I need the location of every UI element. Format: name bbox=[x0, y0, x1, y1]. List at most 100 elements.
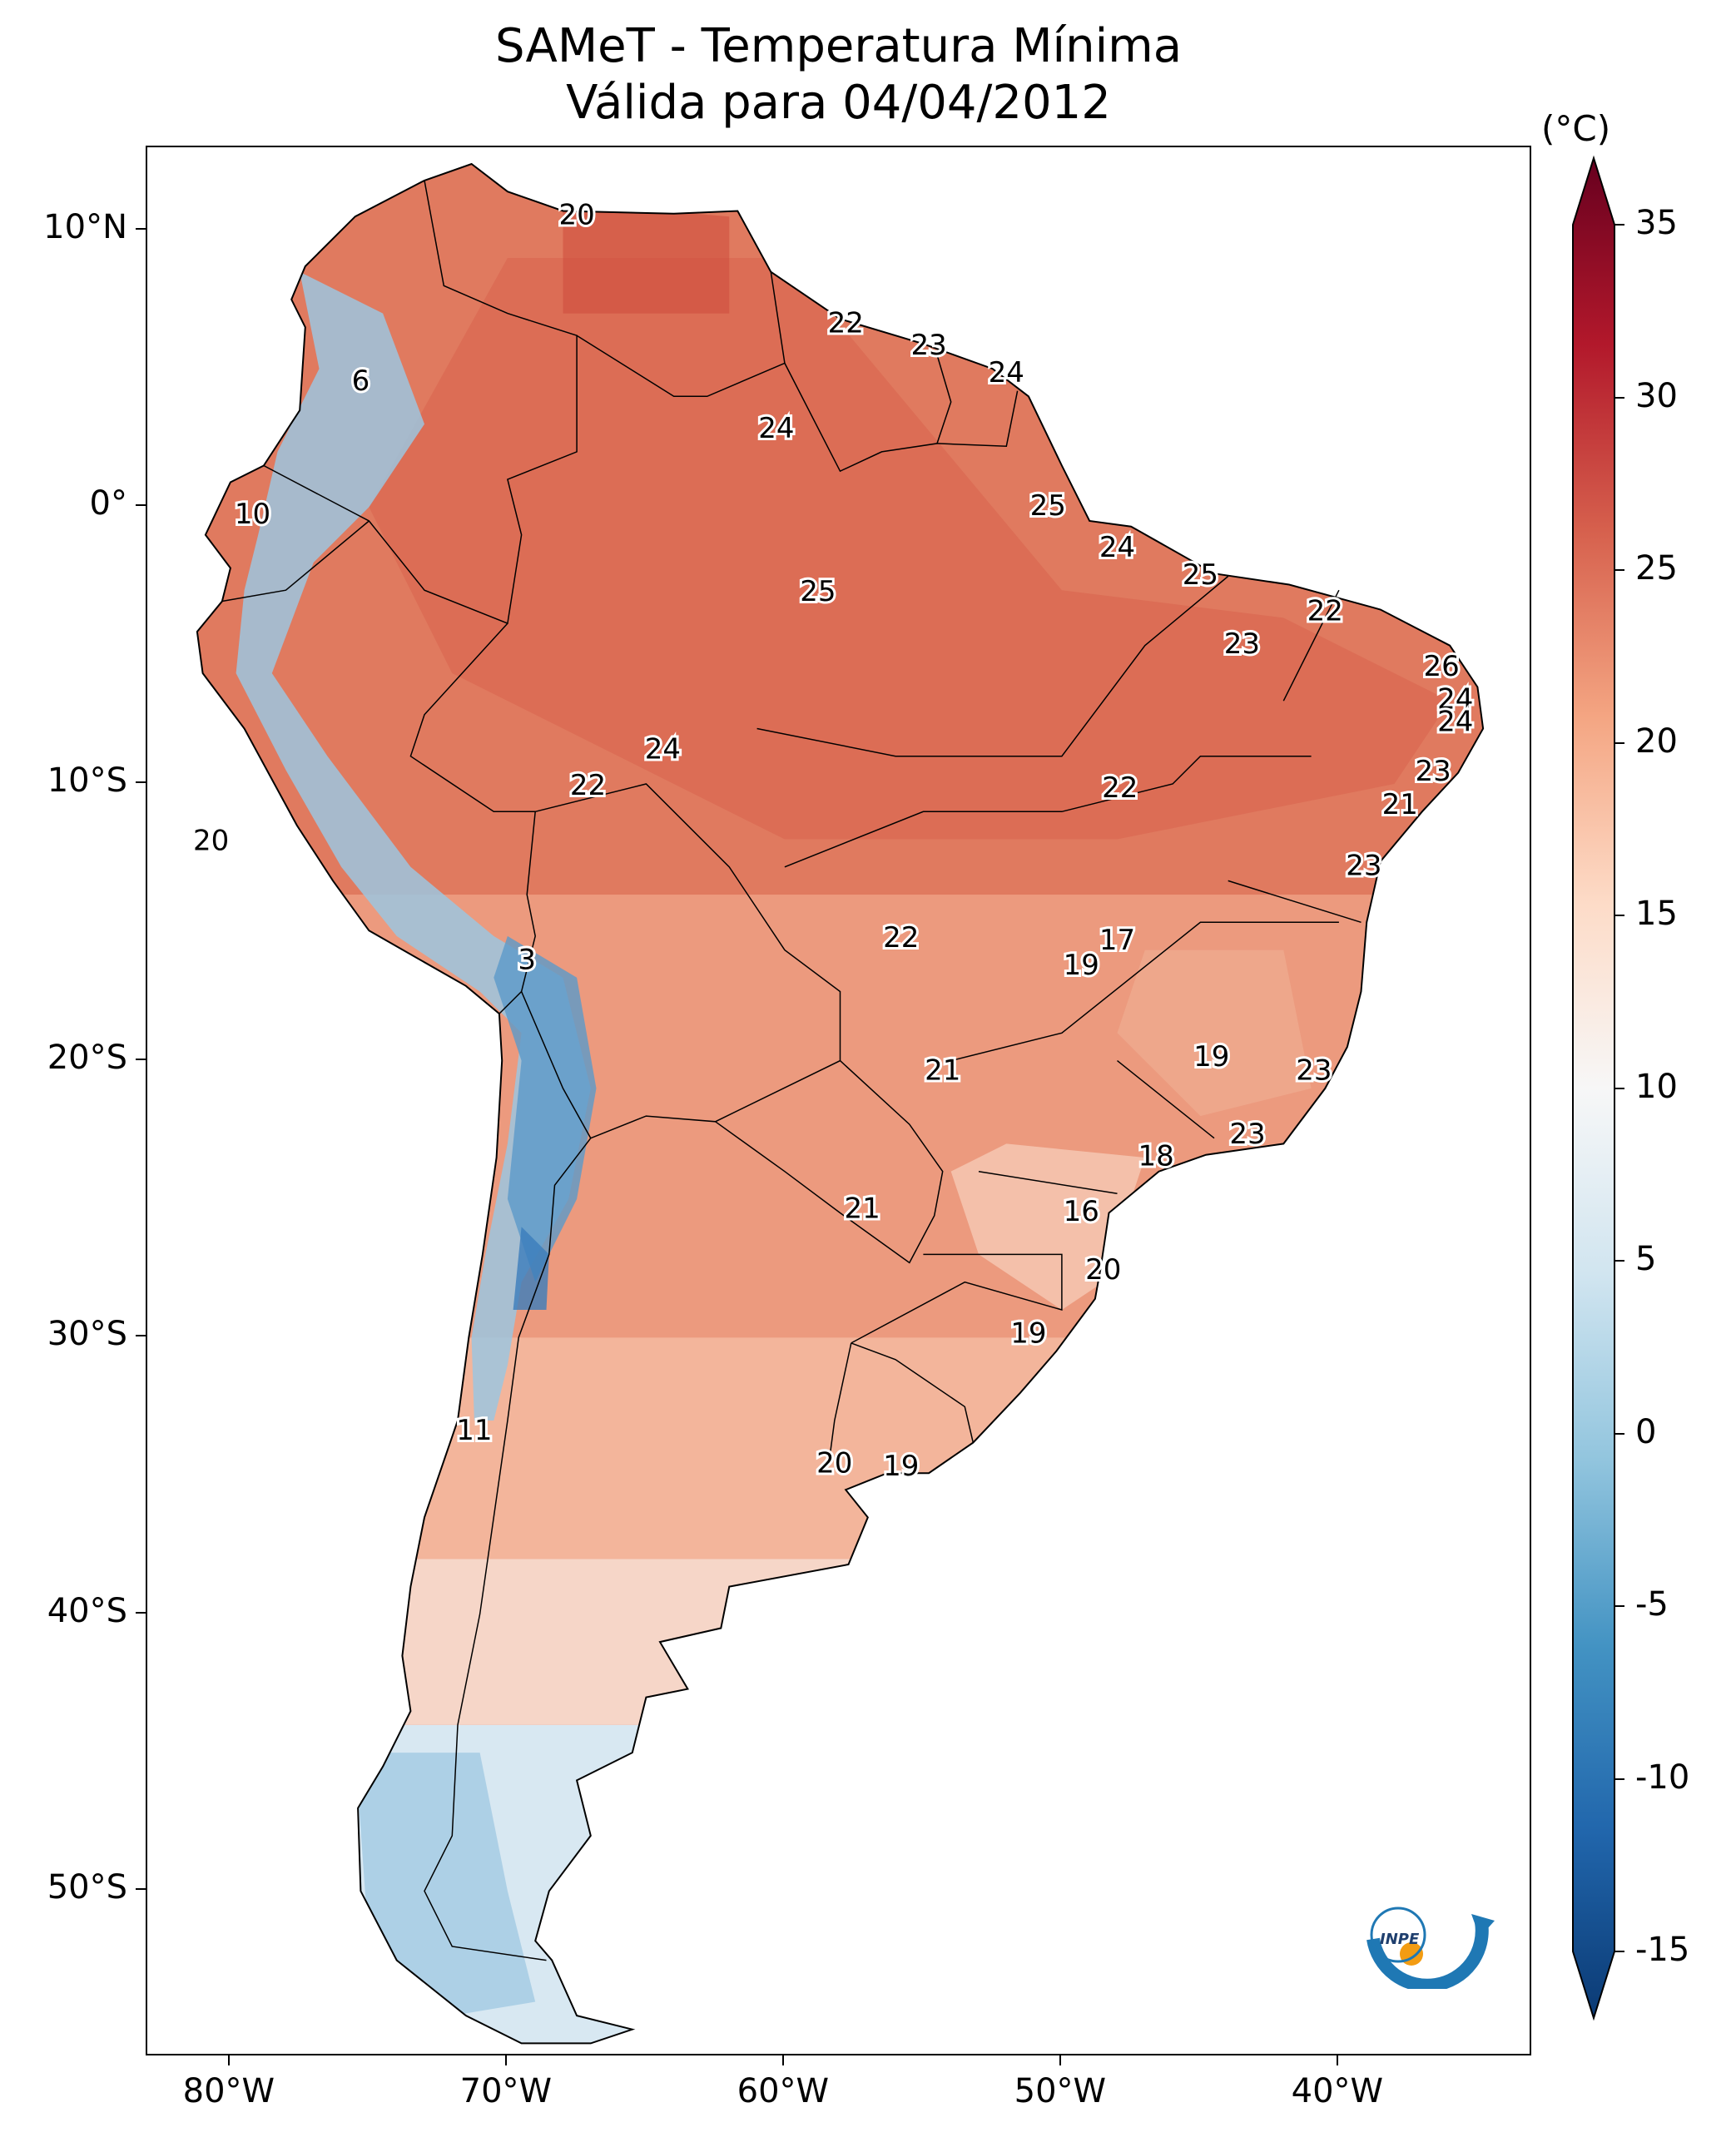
station-value-label: 19 bbox=[1193, 1040, 1229, 1074]
colorbar-tick-label: 20 bbox=[1635, 721, 1678, 761]
station-value-label: 24 bbox=[1099, 531, 1135, 564]
colorbar-unit: (°C) bbox=[1541, 108, 1611, 149]
station-value-label: 22 bbox=[1307, 594, 1343, 627]
station-value-label: 23 bbox=[1296, 1054, 1332, 1087]
lat-tick bbox=[136, 1058, 146, 1060]
border-line-16 bbox=[1117, 1060, 1215, 1139]
border-line-11 bbox=[851, 1253, 1063, 1344]
colorbar bbox=[1572, 155, 1615, 2021]
border-line-0 bbox=[263, 180, 578, 625]
station-value-label: 17 bbox=[1099, 924, 1135, 957]
colorbar-tick-label: 0 bbox=[1635, 1412, 1657, 1451]
temp-zone-high-andes bbox=[513, 1227, 549, 1310]
lat-tick bbox=[136, 781, 146, 783]
colorbar-tick-label: 35 bbox=[1635, 204, 1678, 242]
lat-label: 10°N bbox=[43, 207, 127, 246]
border-line-9 bbox=[784, 355, 952, 473]
colorbar-tick-label: 5 bbox=[1635, 1240, 1657, 1278]
inpe-logo-text: INPE bbox=[1380, 1931, 1420, 1948]
station-value-label: 19 bbox=[883, 1450, 919, 1483]
station-value-label: 25 bbox=[1030, 489, 1066, 523]
station-value-label: 22 bbox=[570, 769, 606, 802]
station-value-label: 25 bbox=[800, 575, 836, 608]
colorbar-tick bbox=[1614, 915, 1624, 916]
colorbar-tick bbox=[1614, 1432, 1624, 1435]
inpe-logo: INPE bbox=[1348, 1889, 1498, 1992]
colorbar-tick bbox=[1614, 1605, 1624, 1607]
colorbar-tick-label: 10 bbox=[1635, 1067, 1678, 1106]
station-value-label: 23 bbox=[1229, 1118, 1265, 1151]
lat-tick bbox=[136, 1335, 146, 1337]
station-value-label: 23 bbox=[1224, 627, 1260, 661]
station-value-label: 20 bbox=[558, 199, 594, 232]
station-value-label: 24 bbox=[645, 733, 681, 766]
map-frame: 20 22 23 24 6 24 25 10 24 25 25 22 23 26 24 24 24 23 22 22 2… bbox=[146, 146, 1531, 2055]
lon-tick bbox=[1059, 2055, 1061, 2065]
station-value-label: 23 bbox=[1415, 755, 1451, 788]
colorbar-tick-label: -15 bbox=[1635, 1931, 1690, 1969]
border-line-15 bbox=[756, 575, 1229, 757]
border-line-8 bbox=[576, 271, 786, 398]
lat-tick bbox=[136, 227, 146, 230]
station-value-label: 10 bbox=[235, 498, 270, 531]
border-line-17 bbox=[1228, 880, 1362, 924]
colorbar-tick bbox=[1614, 396, 1624, 399]
colorbar-tick bbox=[1614, 224, 1624, 226]
lat-tick bbox=[136, 504, 146, 507]
lon-label: 40°W bbox=[1291, 2072, 1384, 2110]
map-title: SAMeT - Temperatura Mínima Válida para 0… bbox=[146, 18, 1531, 131]
colorbar-tick bbox=[1614, 1087, 1624, 1089]
temp-zone-amazon bbox=[369, 258, 1451, 840]
title-line-1: SAMeT - Temperatura Mínima bbox=[494, 19, 1183, 73]
temp-zone-south-patagonia bbox=[355, 1753, 536, 2016]
station-value-label: 22 bbox=[883, 921, 919, 955]
colorbar-tick-label: -10 bbox=[1635, 1758, 1690, 1797]
colorbar-tick bbox=[1614, 1778, 1624, 1780]
lon-label: 50°W bbox=[1014, 2072, 1107, 2110]
station-value-label: 22 bbox=[828, 306, 864, 340]
colorbar-tick-label: -5 bbox=[1635, 1585, 1669, 1624]
station-value-label: 22 bbox=[1102, 771, 1138, 805]
station-value-label: 21 bbox=[925, 1054, 960, 1087]
country-borders bbox=[196, 162, 1485, 2045]
lat-label: 0° bbox=[89, 484, 127, 523]
station-value-label: 6 bbox=[352, 364, 370, 398]
lat-label: 50°S bbox=[47, 1868, 127, 1907]
station-value-label: 19 bbox=[1064, 949, 1099, 982]
lat-label: 20°S bbox=[47, 1038, 127, 1077]
border-line-10 bbox=[936, 390, 1019, 447]
border-line-1 bbox=[221, 520, 370, 602]
colorbar-tick bbox=[1614, 1260, 1624, 1262]
station-value-label: 20 bbox=[193, 824, 229, 857]
station-value-label: 19 bbox=[1010, 1316, 1046, 1350]
station-value-label: 24 bbox=[758, 412, 794, 445]
temp-zone-minas bbox=[1117, 950, 1312, 1117]
station-value-label: 16 bbox=[1064, 1195, 1099, 1228]
station-value-label: 3 bbox=[518, 943, 536, 976]
temp-zone-south-brazil bbox=[950, 1143, 1145, 1310]
lat-label: 40°S bbox=[47, 1591, 127, 1630]
station-value-label: 18 bbox=[1138, 1140, 1173, 1173]
colorbar-tick bbox=[1614, 1951, 1624, 1952]
station-value-label: 21 bbox=[844, 1193, 880, 1226]
lon-label: 60°W bbox=[737, 2072, 830, 2110]
border-line-13 bbox=[950, 921, 1339, 1062]
border-line-18 bbox=[1282, 589, 1340, 702]
station-value-label: 23 bbox=[910, 329, 946, 362]
lon-label: 80°W bbox=[182, 2072, 275, 2110]
lon-label: 70°W bbox=[459, 2072, 553, 2110]
station-value-label: 11 bbox=[456, 1414, 492, 1447]
colorbar-tick-label: 15 bbox=[1635, 895, 1678, 933]
coastline bbox=[196, 162, 1485, 2045]
lat-tick bbox=[136, 1888, 146, 1891]
lon-tick bbox=[781, 2055, 784, 2065]
station-value-label: 25 bbox=[1183, 558, 1218, 592]
lon-tick bbox=[227, 2055, 230, 2065]
border-line-5 bbox=[715, 1060, 944, 1264]
temp-band-central bbox=[196, 895, 1484, 1338]
temp-zone-altiplano bbox=[494, 935, 597, 1282]
station-value-label: 24 bbox=[1437, 705, 1473, 738]
station-value-label: 24 bbox=[1437, 683, 1473, 717]
